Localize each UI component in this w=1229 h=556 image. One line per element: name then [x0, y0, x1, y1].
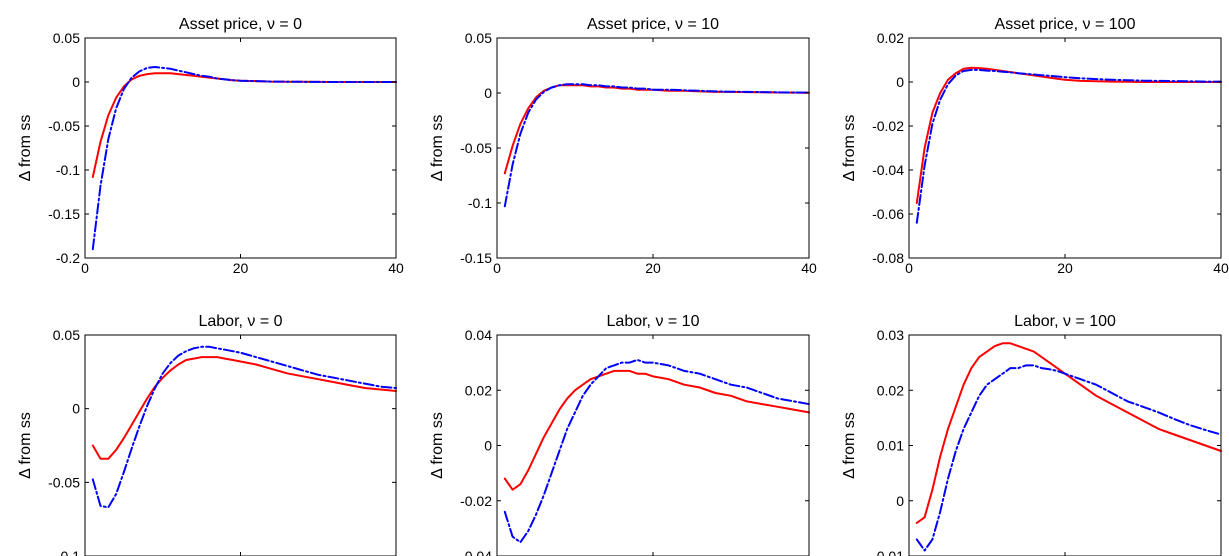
- x-tick-label: 0: [81, 260, 89, 276]
- y-tick-label: 0: [484, 438, 492, 454]
- axes-box: [496, 37, 810, 259]
- chart-title: Asset price, ν = 10: [587, 16, 719, 33]
- y-tick-label: -0.05: [48, 118, 80, 134]
- series-line-blue: [91, 345, 397, 509]
- series-line-blue: [503, 358, 810, 544]
- x-tick-label: 0: [493, 260, 501, 276]
- y-tick-label: 0.05: [465, 30, 492, 46]
- y-tick-label: 0: [72, 74, 80, 90]
- series-line-blue: [91, 66, 397, 251]
- y-tick-label: -0.1: [468, 195, 492, 211]
- y-tick-label: -0.06: [872, 206, 904, 222]
- y-axis-label: Δ from ss: [429, 115, 446, 182]
- y-tick-label: 0: [896, 493, 904, 509]
- series-line-red: [503, 369, 810, 491]
- axes-box: [84, 334, 397, 556]
- y-tick-label: -0.01: [872, 548, 904, 556]
- subplot-1: 0 20 40 -0.2 -0.15 -0.1 -0.05 0 0.05 Asset price,…: [17, 16, 404, 276]
- y-axis-label: Δ from ss: [17, 115, 34, 182]
- series-line-red: [503, 84, 810, 175]
- series-line-red: [91, 72, 397, 178]
- chart-title: Asset price, ν = 0: [179, 16, 302, 33]
- y-tick-label: -0.1: [56, 548, 80, 556]
- axes-box: [908, 334, 1222, 556]
- x-tick-label: 20: [1057, 260, 1073, 276]
- series-line-red: [91, 356, 397, 460]
- series-line-blue: [915, 68, 1222, 224]
- y-axis-label: Δ from ss: [17, 412, 34, 479]
- y-tick-label: 0: [896, 74, 904, 90]
- y-tick-label: 0: [72, 401, 80, 417]
- axes-box: [84, 37, 397, 259]
- axes-box: [496, 334, 810, 556]
- x-tick-label: 40: [1213, 260, 1229, 276]
- series-line-red: [915, 66, 1222, 204]
- y-tick-label: 0.04: [465, 327, 492, 343]
- y-tick-label: 0.01: [877, 438, 904, 454]
- y-tick-label: -0.04: [460, 548, 492, 556]
- y-tick-label: -0.15: [460, 250, 492, 266]
- x-tick-label: 0: [905, 260, 913, 276]
- y-tick-label: 0.05: [53, 327, 80, 343]
- subplot-2: 0 20 40 -0.15 -0.1 -0.05 0 0.05 Asset price, ν =…: [429, 16, 817, 276]
- y-tick-label: 0.02: [877, 30, 904, 46]
- x-tick-label: 40: [388, 260, 404, 276]
- chart-title: Labor, ν = 10: [607, 313, 700, 330]
- chart-title: Labor, ν = 100: [1014, 313, 1116, 330]
- axes-box: [908, 37, 1222, 259]
- y-tick-label: -0.04: [872, 162, 904, 178]
- y-tick-label: -0.08: [872, 250, 904, 266]
- y-tick-label: 0.05: [53, 30, 80, 46]
- chart-title: Labor, ν = 0: [198, 313, 282, 330]
- y-tick-label: 0.02: [465, 382, 492, 398]
- y-tick-label: -0.15: [48, 206, 80, 222]
- y-axis-label: Δ from ss: [841, 412, 858, 479]
- y-tick-label: 0: [484, 85, 492, 101]
- y-tick-label: -0.05: [48, 474, 80, 490]
- subplot-3: 0 20 40 -0.08 -0.06 -0.04 -0.02 0 0.02 Asset pric…: [841, 16, 1229, 276]
- y-tick-label: -0.02: [460, 493, 492, 509]
- x-tick-label: 20: [645, 260, 661, 276]
- series-line-blue: [915, 364, 1222, 552]
- x-tick-label: 40: [801, 260, 817, 276]
- y-tick-label: -0.02: [872, 118, 904, 134]
- y-axis-label: Δ from ss: [841, 115, 858, 182]
- y-tick-label: -0.1: [56, 162, 80, 178]
- x-tick-label: 20: [233, 260, 249, 276]
- y-axis-label: Δ from ss: [429, 412, 446, 479]
- series-line-red: [915, 342, 1222, 524]
- y-tick-label: 0.02: [877, 382, 904, 398]
- y-tick-label: -0.2: [56, 250, 80, 266]
- series-line-blue: [503, 83, 810, 208]
- y-tick-label: -0.05: [460, 140, 492, 156]
- chart-title: Asset price, ν = 100: [995, 16, 1136, 33]
- y-tick-label: 0.03: [877, 327, 904, 343]
